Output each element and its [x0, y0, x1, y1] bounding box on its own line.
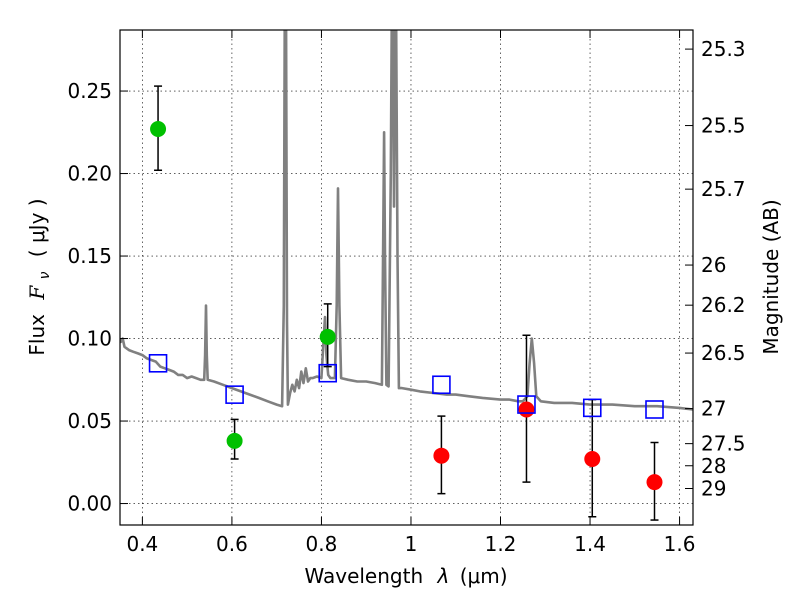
- model-flux-square: [582, 398, 602, 418]
- x-tick-label: 1.2: [485, 532, 517, 556]
- mag-tick-label: 25.5: [701, 114, 746, 138]
- x-axis-label: Wavelength λ (μm): [304, 564, 507, 588]
- y-tick-label: 0.25: [67, 79, 112, 103]
- mag-tick-label: 29: [701, 477, 726, 501]
- model-spectrum-line: [120, 30, 693, 411]
- y-label-subscript: ν: [37, 271, 53, 279]
- model-flux-square: [645, 400, 664, 419]
- y2-axis-label: Magnitude (AB): [759, 199, 783, 354]
- model-flux-square: [517, 395, 536, 414]
- mag-tick-label: 26.2: [701, 293, 746, 317]
- axis-ticks: 0.4 0.6 0.8 1 1.2 1.4 1.6 0.00 0.05 0.10 0.15 0.20 0…: [67, 30, 746, 556]
- y-tick-label: 0.10: [67, 327, 112, 351]
- y-tick-label: 0.15: [67, 244, 112, 268]
- mag-tick-label: 27.5: [701, 432, 746, 456]
- y-axis-label: Flux F ν ( μJy ): [25, 198, 54, 355]
- x-tick-label: 0.4: [126, 532, 158, 556]
- x-label-symbol: λ: [437, 564, 450, 588]
- x-tick-label: 1.6: [664, 532, 696, 556]
- mag-tick-label: 26.5: [701, 341, 746, 365]
- mag-tick-label: 28: [701, 454, 726, 478]
- y-tick-label: 0.00: [67, 492, 112, 516]
- red-data-point: [518, 401, 535, 418]
- x-tick-label: 1: [405, 532, 418, 556]
- model-flux-square: [148, 353, 168, 373]
- y-label-prefix: Flux: [25, 314, 49, 356]
- mag-tick-label: 27: [701, 397, 726, 421]
- red-data-point: [433, 447, 450, 464]
- y-label-symbol: F: [25, 285, 49, 301]
- x-tick-label: 1.4: [574, 532, 606, 556]
- red-data-point: [646, 474, 663, 491]
- x-tick-label: 0.8: [306, 532, 338, 556]
- grid-lines: [120, 30, 693, 525]
- model-flux-square: [225, 385, 244, 404]
- y-tick-label: 0.05: [67, 409, 112, 433]
- green-data-point: [226, 432, 243, 449]
- data-points: [148, 121, 664, 491]
- green-data-point: [150, 121, 167, 137]
- model-spectrum: [120, 30, 693, 411]
- y-tick-label: 0.20: [67, 162, 112, 186]
- x-label-prefix: Wavelength: [304, 564, 423, 588]
- x-tick-label: 0.6: [216, 532, 248, 556]
- x-label-unit: (μm): [460, 564, 508, 588]
- error-bars: [154, 85, 659, 521]
- y-label-unit: ( μJy ): [25, 198, 49, 257]
- model-flux-square: [318, 363, 338, 383]
- model-flux-square: [432, 375, 451, 395]
- mag-tick-label: 25.7: [701, 177, 746, 201]
- mag-tick-label: 26: [701, 253, 726, 277]
- mag-tick-label: 25.3: [701, 37, 746, 61]
- red-data-point: [584, 451, 601, 467]
- green-data-point: [319, 328, 336, 345]
- plot-frame: [119, 29, 694, 526]
